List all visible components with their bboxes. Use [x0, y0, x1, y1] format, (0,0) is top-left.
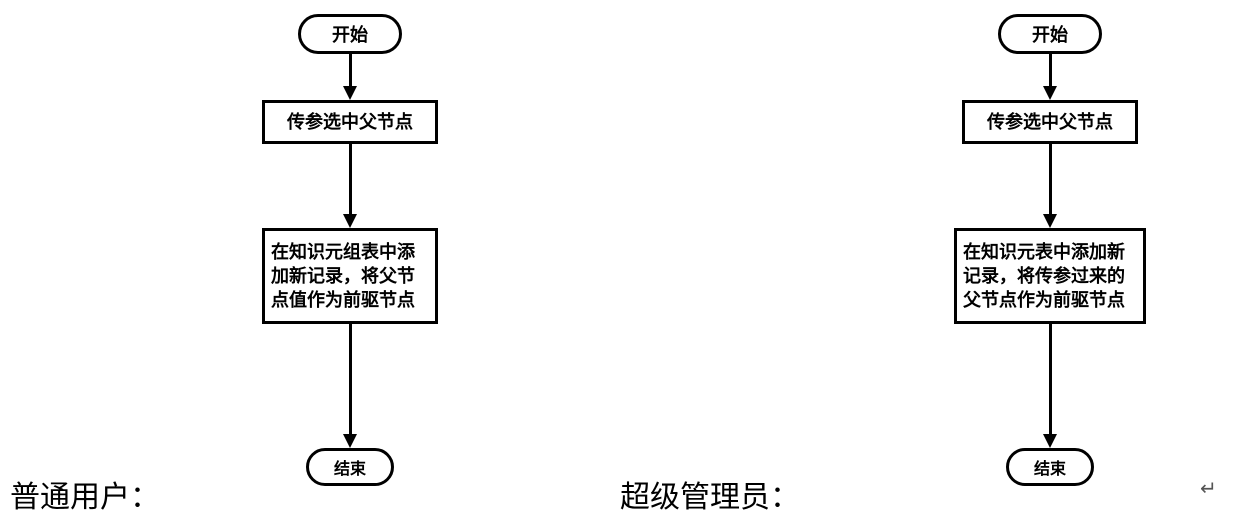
edge-left-0-head [343, 86, 357, 100]
node-step2-left: 在知识元组表中添加新记录，将父节点值作为前驱节点 [262, 228, 438, 324]
node-end-left: 结束 [306, 448, 394, 486]
node-step2-right-label: 在知识元表中添加新记录，将传参过来的父节点作为前驱节点 [963, 240, 1137, 313]
node-step1-right: 传参选中父节点 [962, 100, 1138, 144]
edge-right-1-head [1043, 214, 1057, 228]
edge-right-1 [1049, 144, 1052, 214]
node-end-left-label: 结束 [334, 455, 366, 479]
edge-right-0 [1049, 54, 1052, 86]
edge-left-1-head [343, 214, 357, 228]
edge-left-1 [349, 144, 352, 214]
node-start-left: 开始 [298, 14, 402, 54]
edge-left-0 [349, 54, 352, 86]
node-step1-left-label: 传参选中父节点 [287, 110, 413, 134]
role-label-left: 普通用户： [10, 472, 160, 516]
edge-right-2-head [1043, 434, 1057, 448]
node-step2-left-label: 在知识元组表中添加新记录，将父节点值作为前驱节点 [271, 240, 429, 313]
node-end-right: 结束 [1006, 448, 1094, 486]
node-end-right-label: 结束 [1034, 455, 1066, 479]
node-start-left-label: 开始 [332, 21, 368, 47]
edge-left-2 [349, 324, 352, 434]
edge-left-2-head [343, 434, 357, 448]
return-mark: ↵ [1200, 476, 1217, 501]
node-start-right: 开始 [998, 14, 1102, 54]
edge-right-0-head [1043, 86, 1057, 100]
role-label-right: 超级管理员： [620, 472, 800, 516]
node-step1-right-label: 传参选中父节点 [987, 110, 1113, 134]
node-step1-left: 传参选中父节点 [262, 100, 438, 144]
node-start-right-label: 开始 [1032, 21, 1068, 47]
node-step2-right: 在知识元表中添加新记录，将传参过来的父节点作为前驱节点 [954, 228, 1146, 324]
edge-right-2 [1049, 324, 1052, 434]
